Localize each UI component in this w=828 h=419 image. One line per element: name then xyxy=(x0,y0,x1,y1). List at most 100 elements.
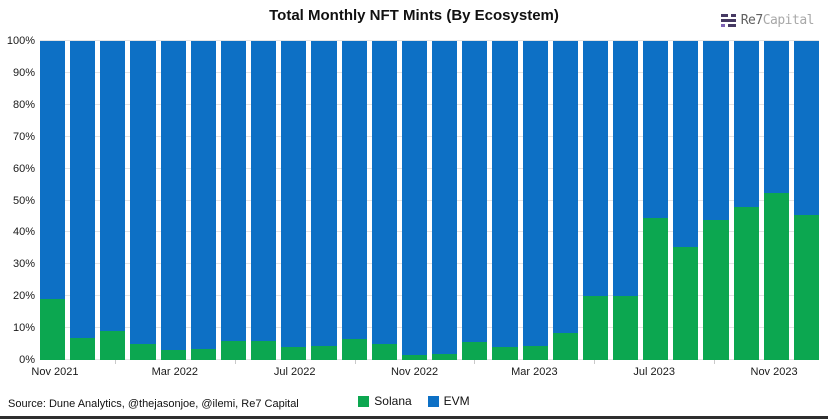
logo-text: Re7Capital xyxy=(740,13,815,28)
evm-segment xyxy=(492,41,518,348)
x-tick-label-jul-2023: Jul 2023 xyxy=(633,366,675,378)
x-tick-label-jul-2022: Jul 2022 xyxy=(273,366,316,378)
gridline-10 xyxy=(40,327,819,329)
legend-item-evm: EVM xyxy=(427,394,470,408)
gridline-90 xyxy=(40,71,819,73)
y-tick-label-50: 50% xyxy=(12,194,35,207)
evm-segment xyxy=(401,41,428,356)
solana-segment xyxy=(733,206,759,360)
bar-feb-2022 xyxy=(130,41,156,360)
bar-aug-2023 xyxy=(673,41,699,360)
evm-segment xyxy=(462,41,488,343)
evm-segment xyxy=(160,41,186,351)
solana-segment xyxy=(311,345,337,360)
solana-segment xyxy=(552,332,578,360)
bar-may-2022 xyxy=(220,41,247,360)
gridline-30 xyxy=(40,263,819,265)
bar-sep-2022 xyxy=(341,41,367,360)
y-tick-label-100: 100% xyxy=(6,35,35,47)
solana-segment xyxy=(673,246,699,360)
solana-segment xyxy=(341,339,367,360)
solana-segment xyxy=(432,353,458,360)
gridline-50 xyxy=(40,199,819,201)
evm-segment xyxy=(703,41,729,220)
y-tick-label-70: 70% xyxy=(12,130,35,143)
solana-segment xyxy=(612,296,639,360)
solana-segment xyxy=(130,344,156,360)
solana-segment xyxy=(763,192,789,360)
gridline-80 xyxy=(40,103,819,105)
re7-capital-logo: Re7Capital xyxy=(720,13,815,28)
evm-segment xyxy=(190,41,216,349)
x-tick-label-nov-2022: Nov 2022 xyxy=(390,366,439,378)
bar-jan-2023 xyxy=(462,41,488,360)
bar-dec-2023 xyxy=(793,41,820,360)
bar-jul-2022 xyxy=(281,41,307,360)
re7-logo-icon xyxy=(720,14,736,27)
gridline-60 xyxy=(40,167,819,169)
evm-segment xyxy=(582,41,608,297)
evm-segment xyxy=(220,41,247,341)
evm-segment xyxy=(612,41,639,297)
bar-jan-2022 xyxy=(100,41,126,360)
y-axis: 0% 10% 20% 30% 40% 50% 60% 70% 80% 90% 100% xyxy=(0,35,35,366)
evm-swatch-icon xyxy=(427,395,439,407)
x-tick-label-mar-2022: Mar 2022 xyxy=(151,366,199,378)
evm-segment xyxy=(251,41,277,341)
solana-segment xyxy=(40,299,66,360)
x-minor-tick xyxy=(234,360,236,364)
evm-segment xyxy=(793,41,820,215)
solana-segment xyxy=(643,218,669,360)
logo-name: Re7 xyxy=(740,13,763,28)
evm-segment xyxy=(40,41,66,300)
y-tick-label-30: 30% xyxy=(12,258,35,271)
evm-segment xyxy=(100,41,126,332)
solana-segment xyxy=(492,347,518,360)
legend-label-evm: EVM xyxy=(443,394,470,408)
chart-title: Total Monthly NFT Mints (By Ecosystem) xyxy=(269,7,559,24)
chart-legend: Solana EVM xyxy=(0,394,828,408)
solana-segment xyxy=(401,355,428,360)
bars-container xyxy=(40,41,820,360)
x-tick-label-mar-2023: Mar 2023 xyxy=(511,366,558,378)
y-tick-label-10: 10% xyxy=(12,322,35,335)
bar-nov-2022 xyxy=(401,41,428,360)
bar-oct-2022 xyxy=(371,41,397,360)
solana-segment xyxy=(190,348,216,360)
solana-segment xyxy=(281,347,307,360)
gridline-70 xyxy=(40,135,819,137)
evm-segment xyxy=(311,41,337,346)
bar-may-2023 xyxy=(582,41,608,360)
bar-oct-2023 xyxy=(733,41,759,360)
evm-segment xyxy=(130,41,156,345)
solana-segment xyxy=(160,350,186,360)
x-tick-label-nov-2021: Nov 2021 xyxy=(31,366,79,378)
evm-segment xyxy=(673,41,699,247)
bar-nov-2021 xyxy=(40,41,66,360)
legend-item-solana: Solana xyxy=(358,394,412,408)
bar-jun-2023 xyxy=(612,41,639,360)
solana-segment xyxy=(703,219,729,360)
bottom-border-rule xyxy=(0,416,828,419)
evm-segment xyxy=(371,41,397,345)
solana-segment xyxy=(522,345,548,360)
gridline-0 xyxy=(40,359,819,360)
y-tick-label-90: 90% xyxy=(12,66,35,79)
solana-segment xyxy=(251,340,277,360)
y-tick-label-60: 60% xyxy=(12,162,35,175)
gridline-20 xyxy=(40,295,819,297)
bar-nov-2023 xyxy=(763,41,789,360)
x-minor-tick xyxy=(354,360,356,364)
solana-segment xyxy=(371,344,397,360)
evm-segment xyxy=(763,41,789,193)
y-tick-label-80: 80% xyxy=(12,98,35,111)
x-tick-label-nov-2023: Nov 2023 xyxy=(750,366,798,378)
solana-swatch-icon xyxy=(358,395,370,407)
bar-apr-2022 xyxy=(190,41,216,360)
x-minor-tick xyxy=(594,360,596,364)
x-minor-tick xyxy=(114,360,116,364)
y-tick-label-0: 0% xyxy=(19,354,35,366)
evm-segment xyxy=(70,41,96,338)
evm-segment xyxy=(281,41,307,348)
